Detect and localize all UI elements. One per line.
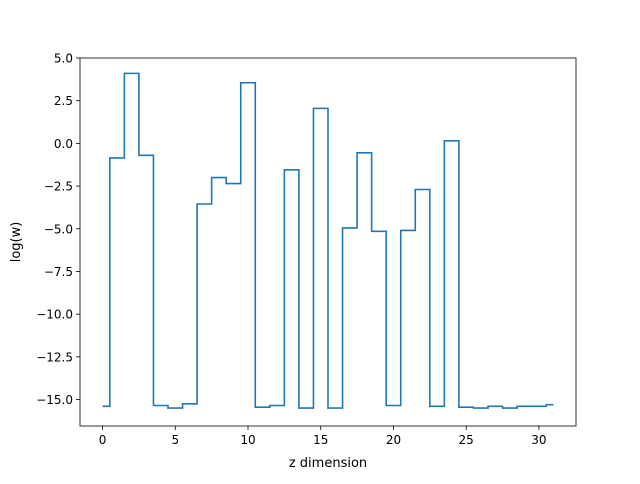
x-tick-label: 25: [459, 433, 474, 447]
plot-frame: [79, 57, 577, 427]
y-tick-label: 2.5: [54, 94, 73, 108]
series-line: [102, 72, 554, 409]
x-tick-label: 5: [171, 433, 179, 447]
x-axis-label: z dimension: [289, 456, 367, 471]
x-axis-ticks: 0 5 10 15 20 25 30: [99, 426, 547, 447]
series-group: [102, 72, 554, 409]
x-tick-label: 20: [386, 433, 401, 447]
y-tick-label: 5.0: [54, 52, 73, 66]
y-tick-label: −5.0: [44, 222, 73, 236]
x-tick-label: 30: [531, 433, 546, 447]
x-tick-label: 15: [313, 433, 328, 447]
y-axis-label: log(w): [9, 222, 24, 263]
y-tick-label: 0.0: [54, 137, 73, 151]
x-tick-label: 0: [99, 433, 107, 447]
x-tick-label: 10: [240, 433, 255, 447]
y-axis-ticks: 5.0 2.5 0.0 −2.5 −5.0 −7.5 −10.0 −12.5 −15.0: [36, 52, 80, 407]
y-tick-label: −12.5: [36, 350, 73, 364]
y-tick-label: −7.5: [44, 265, 73, 279]
y-tick-label: −15.0: [36, 393, 73, 407]
y-tick-label: −10.0: [36, 308, 73, 322]
y-tick-label: −2.5: [44, 180, 73, 194]
